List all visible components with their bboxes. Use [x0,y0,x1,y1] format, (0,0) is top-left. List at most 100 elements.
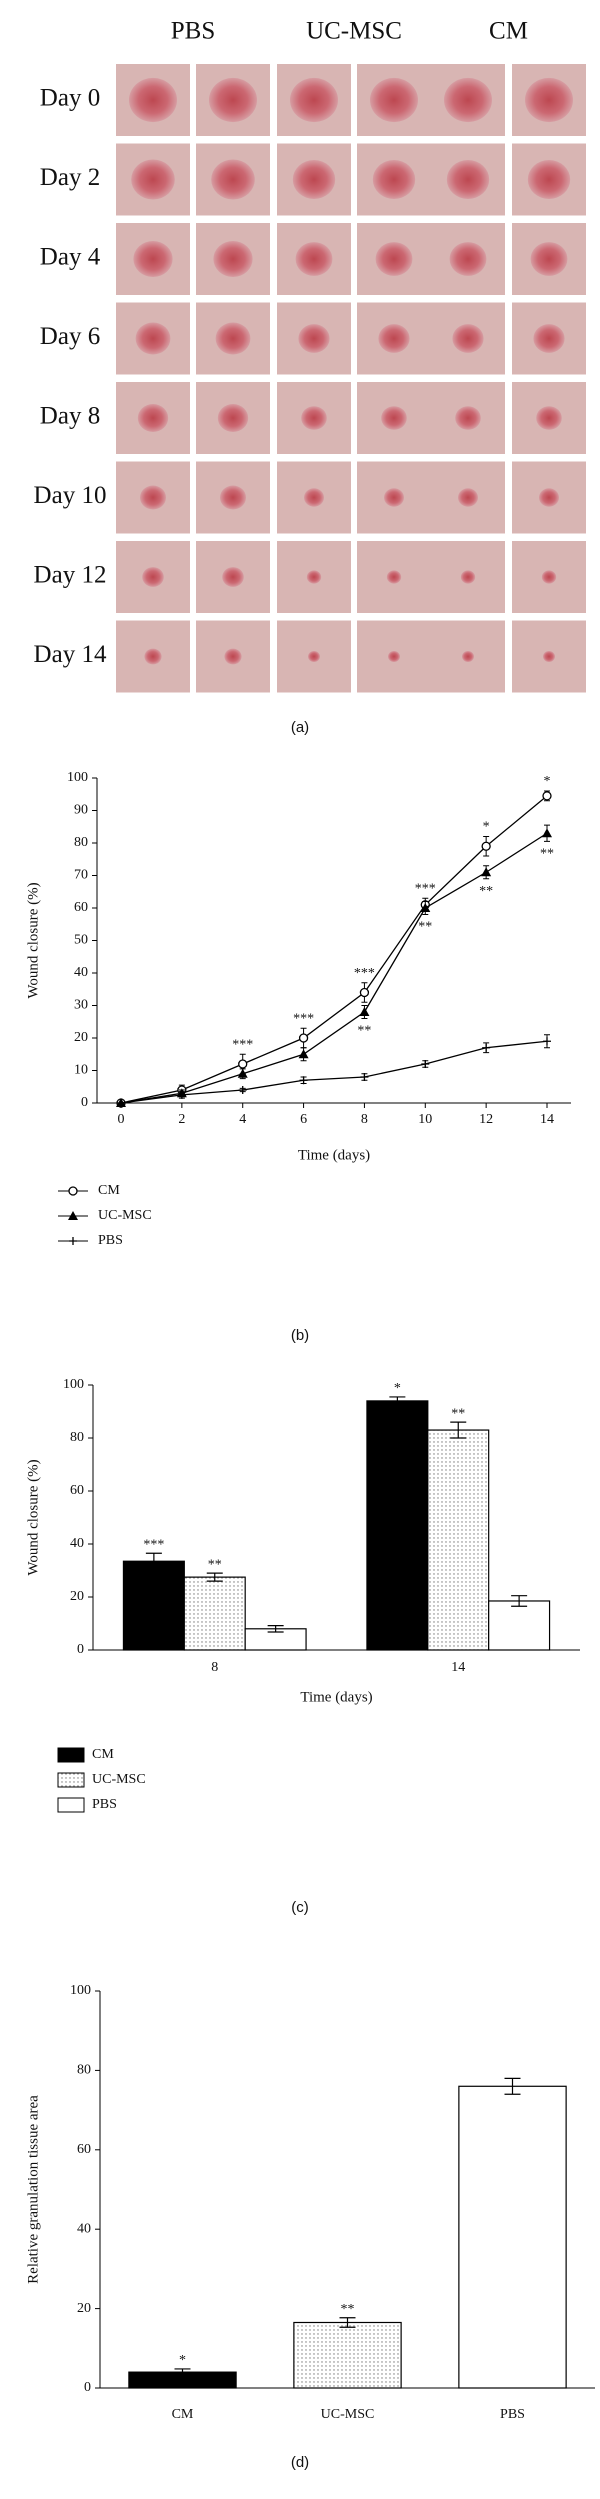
x-axis-title: Time (days) [298,1147,370,1163]
point [360,1073,369,1081]
wound [217,404,249,432]
caption: (a) [291,719,309,736]
y-tick-label: 10 [74,1063,88,1078]
wound [462,650,474,663]
annotation: ** [208,1557,222,1572]
wound [381,406,407,430]
wound [215,322,251,355]
annotation: ** [479,884,493,899]
row-label: Day 0 [40,85,100,112]
wound [378,324,410,353]
wound [224,648,242,665]
wound [536,406,562,430]
y-axis-title: Wound closure (%) [25,1459,41,1575]
error-bar [450,1421,467,1439]
annotation: *** [354,966,375,981]
wound [304,488,324,507]
wound [308,650,320,663]
x-tick-label: 6 [300,1112,307,1127]
legend-label: CM [98,1183,120,1198]
caption: (c) [291,1899,309,1916]
x-tick-label: 14 [451,1660,465,1675]
legend-marker [68,1186,78,1196]
legend-label: UC-MSC [92,1772,146,1787]
point [238,1086,247,1094]
wound [298,324,330,353]
x-tick-label: CM [172,2407,194,2422]
annotation: ** [357,1024,371,1039]
legend-label: CM [92,1747,114,1762]
x-tick-label: 12 [479,1112,493,1127]
y-tick-label: 80 [74,835,88,850]
y-tick-label: 0 [81,1095,88,1110]
error-bar [504,2077,521,2095]
point [298,1049,309,1059]
point [117,1099,125,1107]
legend-marker [69,1237,77,1245]
y-axis-title: Wound closure (%) [25,882,41,998]
x-tick-label: UC-MSC [321,2407,375,2422]
annotation: ** [341,2302,355,2317]
wound [209,77,257,123]
point [543,1037,551,1046]
y-tick-label: 0 [84,2380,91,2395]
bar [366,1400,429,1651]
wound [129,77,177,123]
annotation: * [394,1381,401,1396]
y-tick-label: 60 [70,1483,84,1498]
x-tick-label: 10 [418,1112,432,1127]
wound [525,77,573,123]
annotation: *** [232,1037,253,1052]
x-tick-label: 8 [361,1112,368,1127]
y-tick-label: 80 [77,2063,91,2078]
error-bar [174,2368,191,2376]
annotation: *** [143,1537,164,1552]
point [482,1043,491,1052]
caption: (b) [291,1327,309,1344]
wound [301,406,327,430]
x-tick-label: 2 [178,1112,185,1127]
x-tick-label: 8 [211,1660,218,1675]
annotation: *** [415,881,436,896]
legend-marker [68,1211,78,1220]
wound [530,242,568,276]
point [177,1090,186,1099]
caption: (d) [291,2454,309,2471]
legend-swatch [57,1772,85,1788]
row-label: Day 12 [34,562,107,589]
y-tick-label: 40 [77,2221,91,2236]
legend-label: PBS [92,1797,117,1812]
wound [458,488,478,507]
legend-label: PBS [98,1233,123,1248]
x-tick-label: PBS [500,2407,525,2422]
annotation: * [179,2353,186,2368]
y-tick-label: 60 [77,2142,91,2157]
wound [211,159,255,200]
bar [427,1429,490,1651]
error-bar [267,1625,284,1633]
error-bar [145,1552,162,1570]
annotation: ** [418,920,432,935]
wound [137,404,169,432]
wound [539,488,559,507]
row-label: Day 2 [40,164,100,191]
error-bar [389,1396,406,1406]
bar [293,2321,402,2389]
wound [384,488,404,507]
x-tick-label: 0 [118,1112,125,1127]
error-bar [511,1595,528,1607]
wound [131,159,175,200]
point [542,791,552,801]
wound [213,240,253,278]
wound [142,567,164,587]
bar [183,1576,246,1651]
point [542,828,552,838]
column-label: CM [489,18,528,45]
wound [135,322,171,355]
series-line [120,795,548,1104]
point [359,1007,370,1016]
point [481,841,491,851]
point [238,1059,248,1069]
wound [220,485,246,510]
